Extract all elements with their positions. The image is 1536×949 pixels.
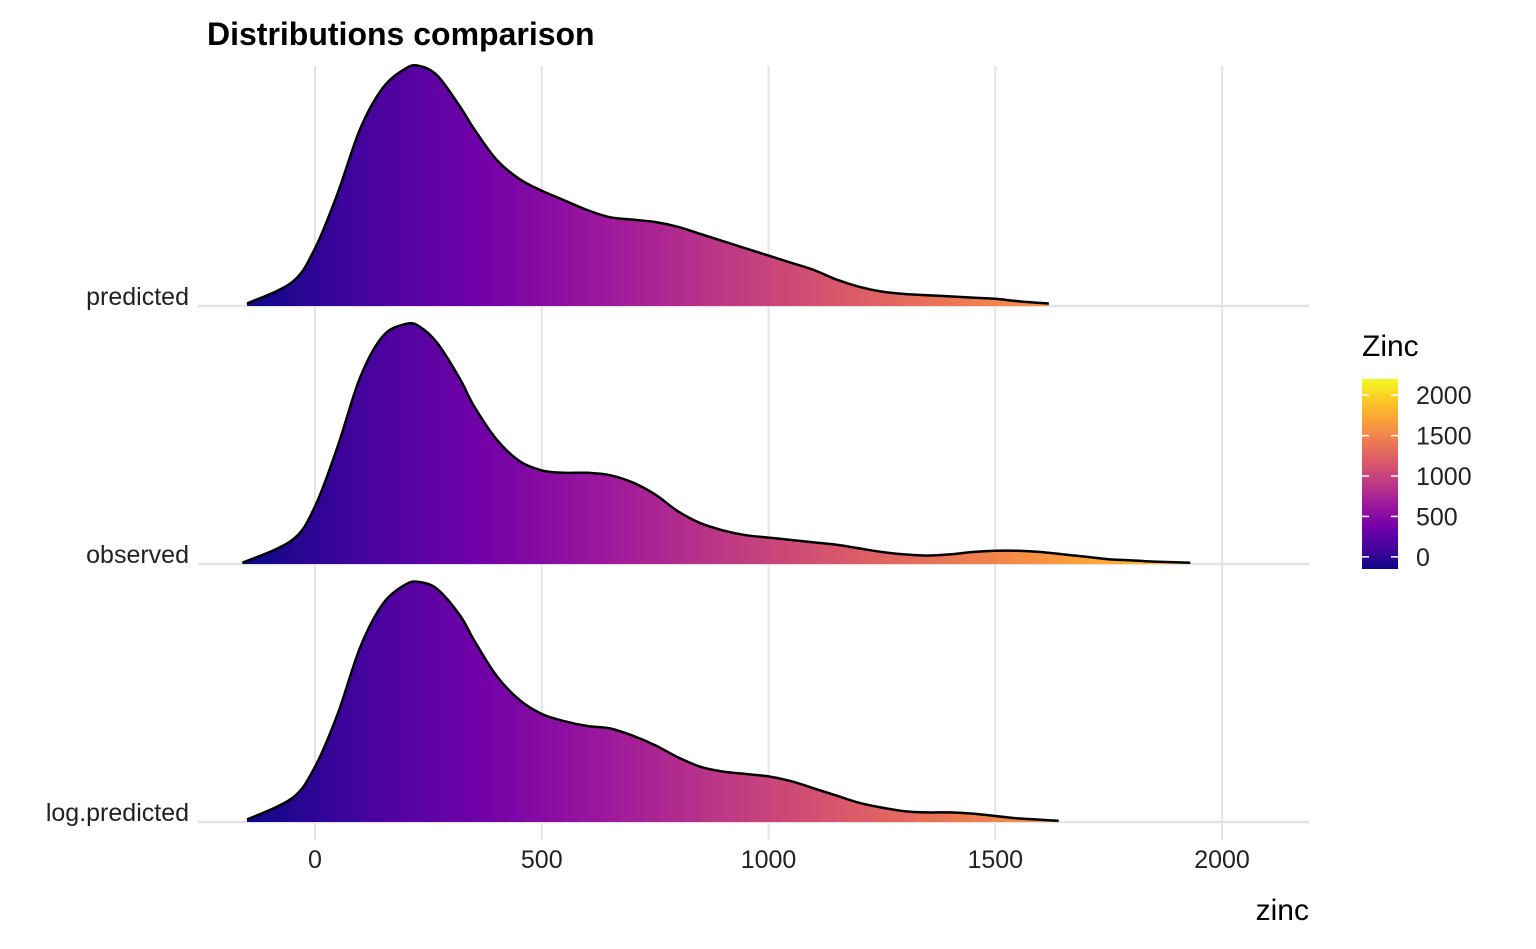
y-label-observed: observed xyxy=(86,541,189,569)
legend-title: Zinc xyxy=(1362,330,1419,363)
legend-tick-label: 1000 xyxy=(1416,463,1472,491)
legend-colorbar xyxy=(1362,379,1398,569)
x-axis-title: zinc xyxy=(1256,894,1309,927)
ridge-outline xyxy=(246,64,1049,305)
ridge-area xyxy=(242,323,1191,564)
y-label-predicted: predicted xyxy=(86,283,189,311)
ridges xyxy=(241,64,1191,823)
legend-tick-label: 500 xyxy=(1416,503,1458,531)
y-label-log-predicted: log.predicted xyxy=(46,799,189,827)
x-tick-label: 2000 xyxy=(1194,846,1250,874)
legend-tick-label: 1500 xyxy=(1416,423,1472,451)
legend: Zinc 0 500 1000 1500 2000 xyxy=(1362,330,1472,572)
x-tick-label: 500 xyxy=(521,846,563,874)
y-axis-labels: predicted observed log.predicted xyxy=(46,283,189,827)
ridge-area xyxy=(247,65,1049,306)
ridge-log-predicted xyxy=(246,580,1059,823)
ridge-area xyxy=(247,581,1059,822)
legend-tick-label: 0 xyxy=(1416,544,1430,572)
legend-tick-label: 2000 xyxy=(1416,382,1472,410)
x-tick-label: 1000 xyxy=(741,846,797,874)
legend-ticks: 0 500 1000 1500 2000 xyxy=(1362,382,1472,572)
ridge-outline xyxy=(246,580,1059,823)
ridge-outline xyxy=(241,321,1191,565)
x-axis-ticks: 0 500 1000 1500 2000 xyxy=(308,846,1250,874)
x-tick-label: 1500 xyxy=(967,846,1023,874)
x-tick-label: 0 xyxy=(308,846,322,874)
ridge-predicted xyxy=(246,64,1049,306)
chart-title: Distributions comparison xyxy=(207,16,595,52)
ridge-observed xyxy=(241,321,1191,565)
